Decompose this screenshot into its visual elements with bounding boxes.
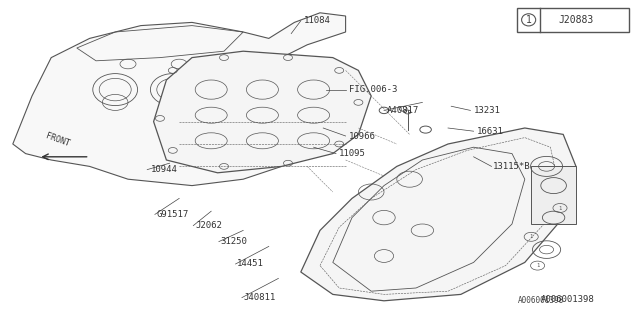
Text: J2062: J2062 [195, 221, 222, 230]
Text: 14451: 14451 [237, 260, 264, 268]
Text: FRONT: FRONT [44, 132, 71, 149]
Text: 11095: 11095 [339, 149, 366, 158]
Text: 16631: 16631 [477, 127, 504, 136]
Text: 1: 1 [529, 234, 533, 239]
Polygon shape [154, 51, 371, 173]
Text: 10944: 10944 [150, 165, 177, 174]
Text: 1: 1 [558, 205, 562, 211]
Text: 11084: 11084 [304, 16, 331, 25]
Text: G91517: G91517 [157, 210, 189, 219]
Text: 13115*B: 13115*B [493, 162, 531, 171]
Text: A006001398: A006001398 [541, 295, 595, 304]
Text: 31250: 31250 [221, 237, 248, 246]
Text: A006001398: A006001398 [518, 296, 564, 305]
Text: J20883: J20883 [558, 15, 594, 25]
Text: A40817: A40817 [387, 106, 419, 115]
Polygon shape [301, 128, 576, 301]
Text: 13231: 13231 [474, 106, 500, 115]
Text: 1: 1 [536, 263, 540, 268]
Text: 10966: 10966 [349, 132, 376, 140]
Bar [517, 8, 629, 32]
Text: 1: 1 [525, 15, 532, 25]
Text: J40811: J40811 [243, 293, 275, 302]
Text: FIG.006-3: FIG.006-3 [349, 85, 397, 94]
Bar [531, 166, 576, 224]
Polygon shape [13, 13, 346, 186]
